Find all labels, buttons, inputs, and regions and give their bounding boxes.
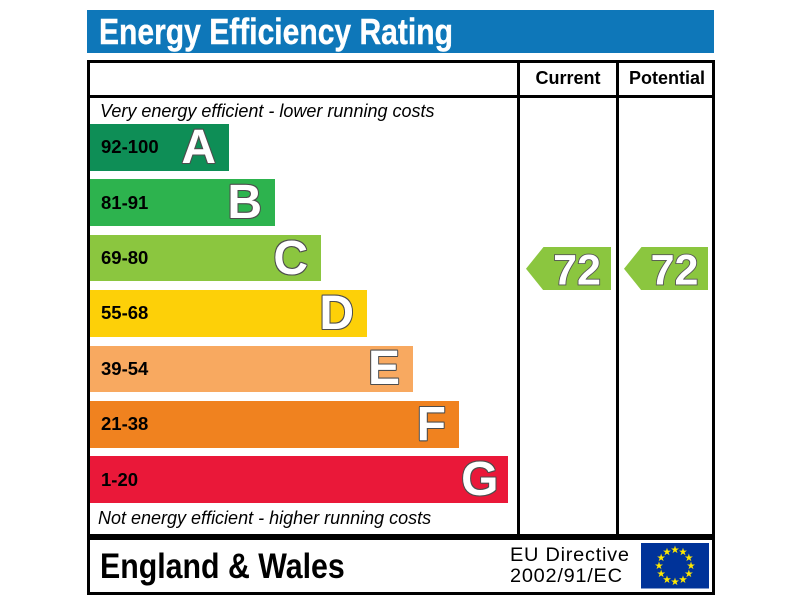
svg-text:72: 72: [553, 247, 601, 291]
svg-text:72: 72: [650, 247, 698, 291]
